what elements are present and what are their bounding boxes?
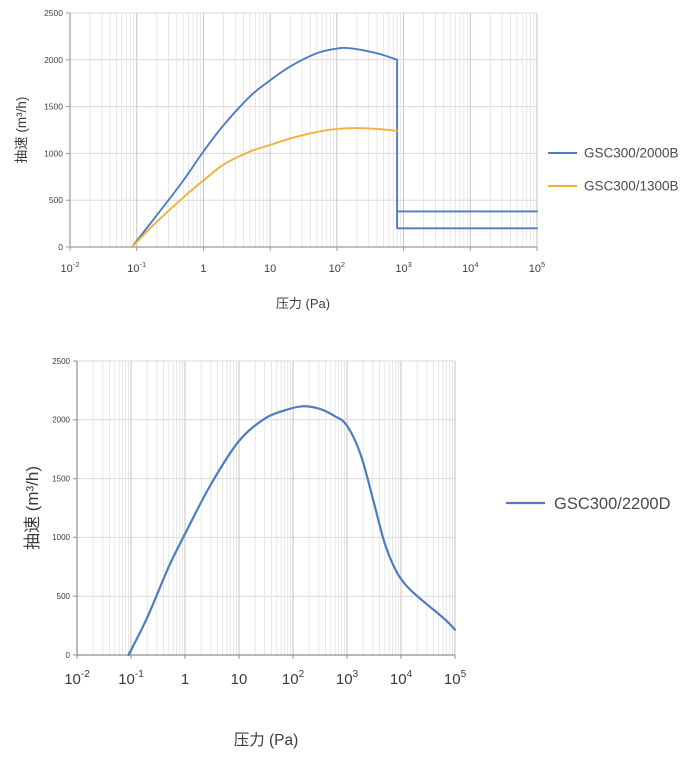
- x-tick-label: 10-1: [118, 669, 144, 688]
- x-tick-label: 103: [336, 669, 359, 688]
- x-tick-label: 1: [200, 263, 206, 275]
- y-axis-title: 抽速 (m³/h): [14, 97, 29, 164]
- y-tick-label: 1000: [44, 148, 63, 158]
- y-tick-label: 500: [57, 592, 71, 601]
- legend-item-gsc300-2000b: GSC300/2000B: [548, 146, 679, 161]
- x-tick-label: 103: [395, 260, 411, 275]
- legend-item-gsc300-1300b: GSC300/1300B: [548, 179, 679, 194]
- series-curve-gsc300-2200d: [127, 405, 457, 657]
- x-tick-label: 102: [282, 669, 305, 688]
- x-tick-label: 10-1: [127, 260, 146, 275]
- series-curve-gsc300-2000b: [131, 46, 399, 248]
- chart-bottom: 0 500 1000 1500 2000 2500 10-2 10-1 1 10 102 103 104…: [23, 357, 671, 749]
- x-axis-title: 压力 (Pa): [234, 731, 299, 749]
- y-axis-title: 抽速 (m³/h): [23, 466, 42, 550]
- legend-label: GSC300/2200D: [554, 495, 671, 513]
- y-tick-label: 2500: [44, 8, 63, 18]
- x-tick-label: 1: [181, 671, 189, 688]
- legend-label: GSC300/1300B: [584, 179, 679, 194]
- y-tick-label: 1500: [52, 474, 70, 483]
- x-axis-title: 压力 (Pa): [276, 296, 330, 311]
- y-tick-label: 500: [49, 195, 63, 205]
- x-tick-label: 102: [329, 260, 345, 275]
- x-tick-label: 10: [231, 671, 248, 688]
- x-tick-label: 10-2: [61, 260, 80, 275]
- y-tick-label: 2500: [52, 357, 70, 366]
- x-tick-label: 104: [390, 669, 413, 688]
- y-tick-label: 0: [66, 651, 71, 660]
- x-tick-label: 10: [264, 263, 276, 275]
- legend-item-gsc300-2200d: GSC300/2200D: [506, 495, 671, 513]
- x-tick-label: 10-2: [64, 669, 90, 688]
- x-tick-label: 105: [444, 669, 467, 688]
- chart-top: 0 500 1000 1500 2000 2500 10-2 10-1 1 10 102 103 104…: [14, 8, 679, 311]
- series-curve-gsc300-1300b: [131, 127, 399, 248]
- y-tick-label: 2000: [44, 55, 63, 65]
- x-tick-label: 104: [462, 260, 478, 275]
- y-tick-label: 1000: [52, 533, 70, 542]
- y-tick-label: 2000: [52, 416, 70, 425]
- y-tick-label: 0: [58, 242, 63, 252]
- x-tick-label: 105: [529, 260, 545, 275]
- y-tick-label: 1500: [44, 102, 63, 112]
- series-curve-gsc300-2000b: [396, 58, 538, 230]
- legend-label: GSC300/2000B: [584, 146, 679, 161]
